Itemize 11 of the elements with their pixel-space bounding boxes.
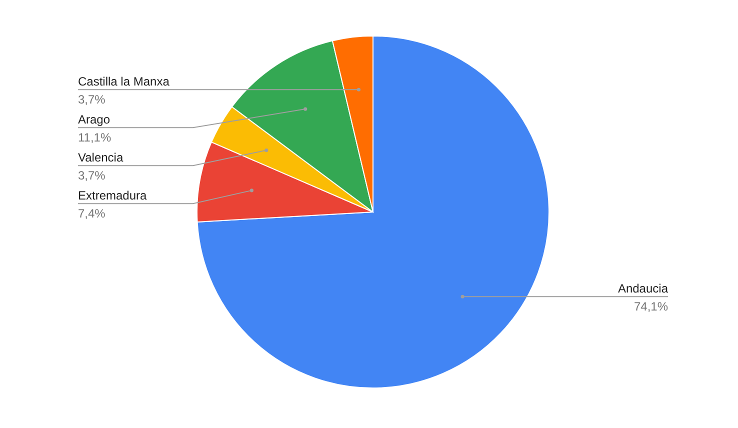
data-label: 11,1% xyxy=(78,130,112,145)
data-label: 7,4% xyxy=(78,206,106,221)
slice-label: Castilla la Manxa xyxy=(78,74,170,89)
data-label: 3,7% xyxy=(78,168,106,183)
data-label: 3,7% xyxy=(78,92,106,107)
slice-label: Andaucia xyxy=(618,282,668,296)
data-label: 74,1% xyxy=(634,300,668,314)
slice-label: Extremadura xyxy=(78,188,148,203)
slice-label: Arago xyxy=(78,112,110,127)
pie-slice xyxy=(196,36,550,388)
slice-label: Valencia xyxy=(78,150,124,165)
